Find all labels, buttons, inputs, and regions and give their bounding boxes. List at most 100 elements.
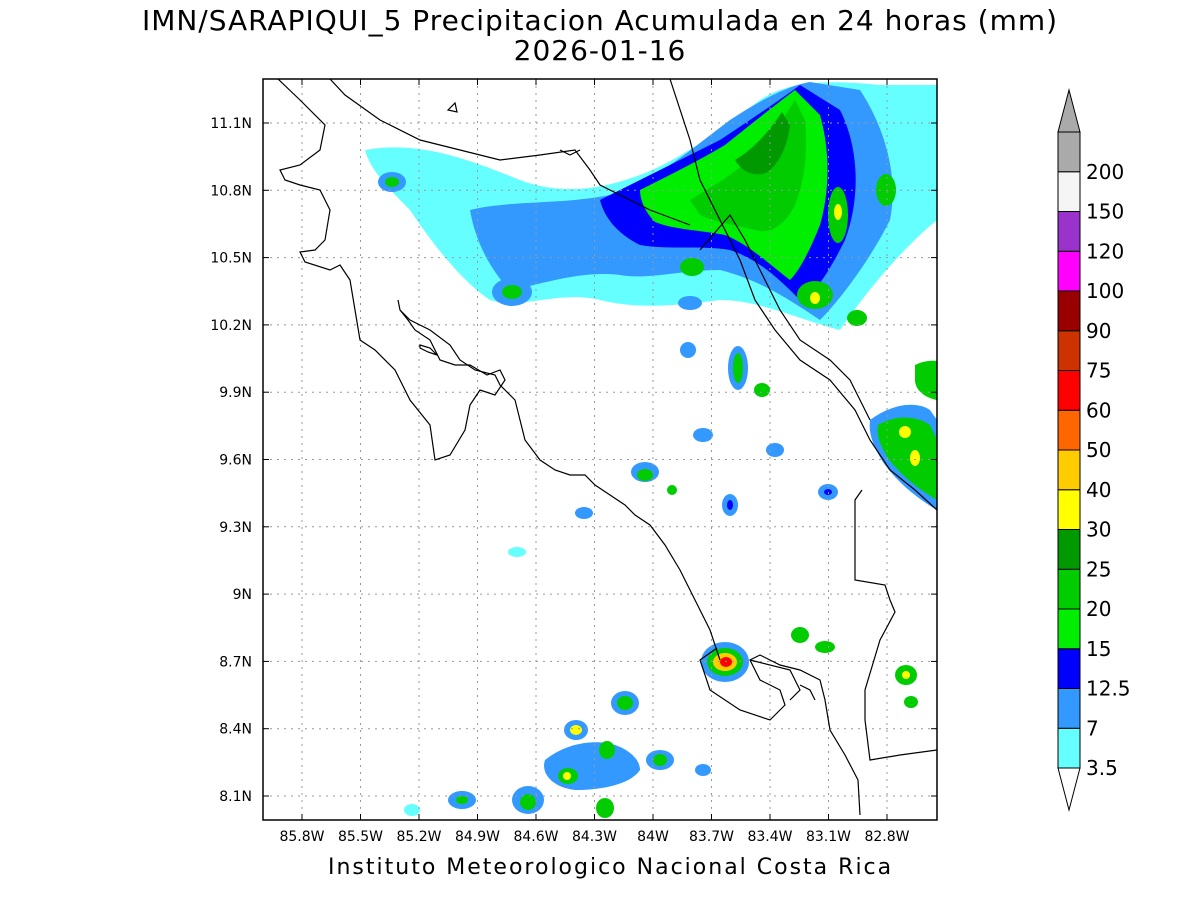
lon-tick-label: 84.6W xyxy=(513,829,558,845)
colorbar-label: 12.5 xyxy=(1086,677,1131,701)
caribbean-coast xyxy=(669,79,937,511)
precip-cell xyxy=(653,754,667,766)
colorbar-label: 3.5 xyxy=(1086,756,1118,780)
colorbar-label: 100 xyxy=(1086,279,1124,303)
lon-tick-label: 84.3W xyxy=(572,829,617,845)
nicaragua-border xyxy=(329,79,691,226)
colorbar-label: 90 xyxy=(1086,319,1111,343)
precip-cell xyxy=(570,725,582,735)
map-date: 2026-01-16 xyxy=(513,34,687,67)
colorbar-swatch xyxy=(1057,489,1081,530)
colorbar-swatch xyxy=(1057,688,1081,729)
precip-cell xyxy=(915,360,937,400)
precip-cell xyxy=(667,485,677,495)
colorbar-swatch xyxy=(1057,290,1081,332)
precip-cell xyxy=(720,657,732,667)
colorbar-swatch xyxy=(1057,449,1081,491)
colorbar-swatch xyxy=(1057,131,1081,173)
coastlines xyxy=(277,79,937,816)
precip-cell xyxy=(502,285,522,299)
precip-cell xyxy=(834,204,842,220)
colorbar-label: 120 xyxy=(1086,239,1124,263)
lon-tick-label: 85.5W xyxy=(338,829,383,845)
precip-cell xyxy=(754,383,770,397)
lon-tick-label: 82.8W xyxy=(864,829,909,845)
lat-tick-label: 9.6N xyxy=(219,453,252,469)
island xyxy=(419,344,438,356)
colorbar-swatch xyxy=(1057,250,1081,292)
precip-cell xyxy=(902,671,910,679)
colorbar-label: 7 xyxy=(1086,716,1099,740)
lat-tick-label: 11.1N xyxy=(210,116,252,132)
colorbar-label: 60 xyxy=(1086,398,1111,422)
panama-border xyxy=(854,489,937,761)
precip-cell xyxy=(599,741,615,759)
precip-cell xyxy=(456,796,468,804)
lat-tick-label: 10.5N xyxy=(210,251,252,267)
precip-cell xyxy=(810,292,820,304)
precip-area-25 xyxy=(735,112,790,175)
colorbar-swatch xyxy=(1057,330,1081,371)
nicoya-coast xyxy=(277,79,506,461)
map-panel: 11.1N 10.8N 10.5N 10.2N 9.9N 9.6N 9.3N 9N 8.7N 8.… xyxy=(210,78,938,845)
colorbar-under-arrow xyxy=(1057,767,1081,812)
map-grid xyxy=(263,79,937,820)
precip-cell xyxy=(637,469,653,481)
precip-cell xyxy=(617,696,633,710)
colorbar-label: 150 xyxy=(1086,200,1124,224)
precip-cell xyxy=(766,443,784,457)
precip-cell xyxy=(899,426,911,438)
colorbar: 3.5 7 12.5 15 20 25 30 40 50 60 75 90 100 120 150 200 xyxy=(1057,88,1131,812)
colorbar-label: 75 xyxy=(1086,359,1111,383)
precip-cell xyxy=(678,296,702,310)
precip-cell xyxy=(733,353,743,383)
precip-cell xyxy=(680,342,696,358)
precip-cell xyxy=(404,804,420,816)
colorbar-swatch xyxy=(1057,727,1081,769)
colorbar-swatch xyxy=(1057,529,1081,570)
island xyxy=(446,101,458,113)
colorbar-swatch xyxy=(1057,568,1081,610)
map-frame xyxy=(262,78,938,821)
osa-coast xyxy=(699,647,861,816)
precip-cell xyxy=(575,507,593,519)
precip-cell xyxy=(563,772,571,780)
colorbar-label: 15 xyxy=(1086,637,1111,661)
colorbar-swatch xyxy=(1057,409,1081,451)
lon-tick-label: 84W xyxy=(637,829,669,845)
precip-cell xyxy=(693,428,713,442)
colorbar-swatch xyxy=(1057,648,1081,689)
precip-cell xyxy=(910,450,920,466)
colorbar-label: 40 xyxy=(1086,478,1111,502)
colorbar-label: 30 xyxy=(1086,518,1111,542)
colorbar-swatch xyxy=(1057,211,1081,252)
lon-tick-label: 83.7W xyxy=(689,829,734,845)
lon-tick-label: 83.4W xyxy=(747,829,792,845)
pacific-coast xyxy=(399,309,721,661)
coast-segment xyxy=(799,684,816,701)
lon-tick-label: 85.2W xyxy=(396,829,441,845)
lat-tick-label: 9.3N xyxy=(219,520,252,536)
precip-cell xyxy=(680,258,704,276)
precip-area-20 xyxy=(877,417,937,500)
colorbar-label: 25 xyxy=(1086,557,1111,581)
colorbar-label: 200 xyxy=(1086,160,1124,184)
colorbar-swatch xyxy=(1057,608,1081,650)
lat-tick-label: 8.4N xyxy=(219,722,252,738)
golfo-dulce xyxy=(749,659,801,701)
lat-tick-label: 8.7N xyxy=(219,654,252,670)
lat-tick-label: 8.1N xyxy=(219,789,252,805)
lon-tick-label: 85.8W xyxy=(279,829,324,845)
precip-cell xyxy=(508,547,526,557)
lat-tick-label: 9N xyxy=(233,587,252,603)
colorbar-swatch xyxy=(1057,370,1081,411)
precip-cell xyxy=(385,177,399,187)
precip-cell xyxy=(520,794,536,810)
precip-cell xyxy=(815,641,835,653)
colorbar-over-arrow xyxy=(1057,88,1081,133)
colorbar-label: 50 xyxy=(1086,438,1111,462)
precip-cell xyxy=(727,500,733,510)
precip-cell xyxy=(791,627,809,643)
lat-tick-label: 10.2N xyxy=(210,318,252,334)
